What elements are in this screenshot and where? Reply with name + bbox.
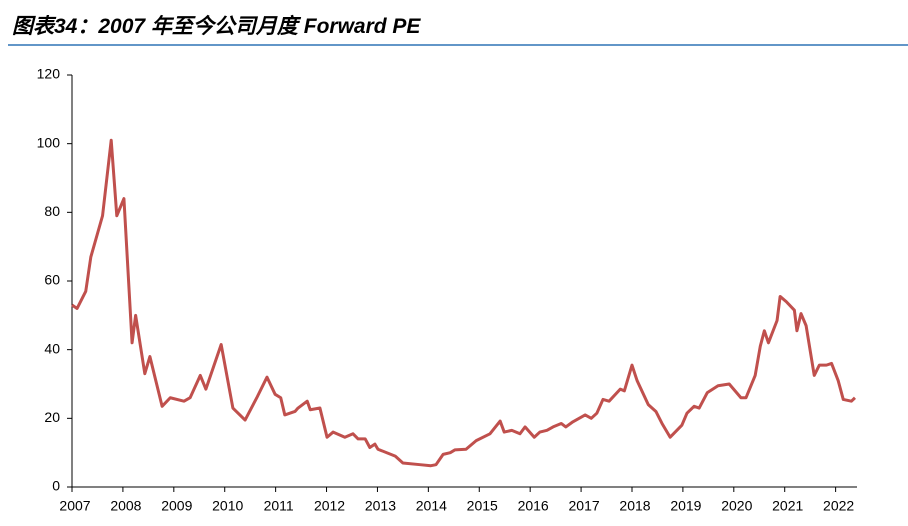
x-tick-label: 2007 xyxy=(59,498,90,514)
y-tick-label: 80 xyxy=(44,203,60,219)
x-tick-label: 2017 xyxy=(569,498,600,514)
y-tick-label: 40 xyxy=(44,340,60,356)
y-tick-label: 0 xyxy=(52,478,60,494)
x-tick-label: 2014 xyxy=(416,498,447,514)
y-tick-label: 60 xyxy=(44,272,60,288)
x-tick-label: 2011 xyxy=(264,498,294,514)
x-tick-label: 2022 xyxy=(823,498,854,514)
x-tick-label: 2016 xyxy=(518,498,549,514)
x-tick-label: 2021 xyxy=(772,498,803,514)
x-tick-label: 2019 xyxy=(670,498,701,514)
y-tick-label: 20 xyxy=(44,409,60,425)
x-tick-label: 2020 xyxy=(721,498,752,514)
y-tick-label: 100 xyxy=(37,134,61,150)
x-tick-label: 2008 xyxy=(110,498,141,514)
x-tick-label: 2009 xyxy=(161,498,192,514)
x-tick-label: 2013 xyxy=(365,498,396,514)
y-tick-label: 120 xyxy=(37,66,61,82)
x-tick-label: 2015 xyxy=(467,498,498,514)
chart-title: 图表34：2007 年至今公司月度 Forward PE xyxy=(12,14,421,38)
x-tick-label: 2010 xyxy=(212,498,243,514)
line xyxy=(71,138,857,468)
x-tick-label: 2012 xyxy=(314,498,345,514)
x-tick-label: 2018 xyxy=(619,498,650,514)
